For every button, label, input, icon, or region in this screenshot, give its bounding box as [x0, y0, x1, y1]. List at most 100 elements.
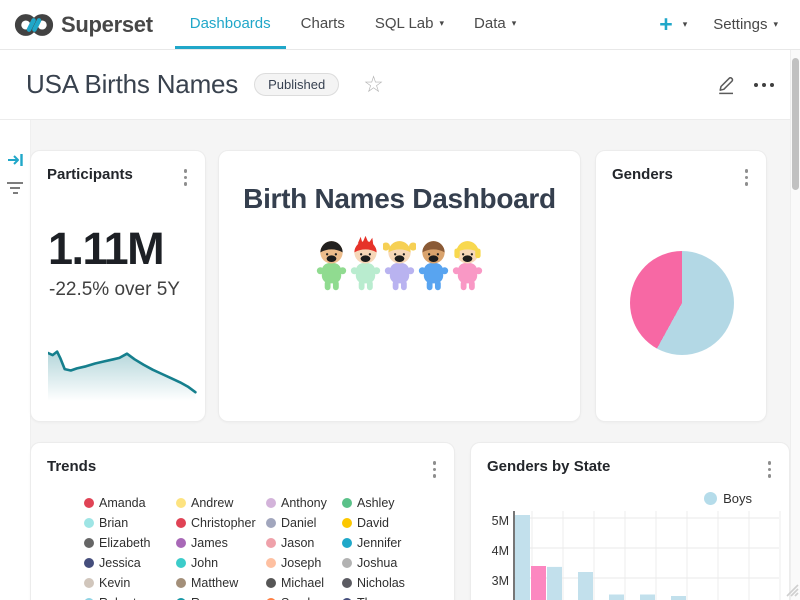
legend-item-kevin[interactable]: Kevin: [84, 576, 176, 590]
legend-dot: [176, 557, 186, 568]
kid-figure-1: [316, 241, 347, 291]
legend-item-brian[interactable]: Brian: [84, 516, 176, 530]
scrollbar-track[interactable]: [790, 50, 800, 600]
nav-item-label: SQL Lab: [374, 14, 434, 32]
legend-label: Joshua: [357, 555, 398, 570]
legend-item-michael[interactable]: Michael: [266, 576, 342, 590]
legend-item-joseph[interactable]: Joseph: [266, 556, 342, 570]
card-head: Genders: [596, 151, 766, 189]
legend-item-jennifer[interactable]: Jennifer: [342, 536, 454, 550]
filter-icon[interactable]: [7, 182, 23, 197]
legend-item-jessica[interactable]: Jessica: [84, 555, 176, 570]
legend-item-joshua[interactable]: Joshua: [342, 555, 454, 570]
legend-item-ryan[interactable]: Ryan: [176, 596, 266, 600]
caret-down-icon: ▾: [682, 19, 688, 29]
bar-boys[interactable]: [609, 594, 624, 600]
nav-item-data[interactable]: Data ▾: [459, 0, 531, 49]
legend-item-matthew[interactable]: Matthew: [176, 575, 266, 590]
kebab-menu-icon[interactable]: [180, 166, 192, 189]
legend-label: Ashley: [357, 495, 395, 510]
nav-item-label: Dashboards: [189, 14, 271, 32]
legend-item-james[interactable]: James: [176, 535, 266, 550]
bar-boys[interactable]: [640, 594, 655, 600]
legend-item-daniel[interactable]: Daniel: [266, 516, 342, 530]
bar-boys[interactable]: [547, 566, 562, 600]
legend-item-andrew[interactable]: Andrew: [176, 496, 266, 510]
expand-filters-icon[interactable]: [7, 152, 24, 168]
ellipsis-menu-button[interactable]: [754, 82, 774, 87]
settings-menu[interactable]: Settings ▾: [713, 16, 778, 33]
navbar: Superset Dashboards Charts SQL Lab ▾ Dat…: [0, 0, 800, 50]
markdown-heading: Birth Names Dashboard: [243, 183, 556, 214]
resize-handle-icon[interactable]: [783, 581, 799, 597]
legend-item-anthony[interactable]: Anthony: [266, 495, 342, 510]
edit-dashboard-button[interactable]: [716, 74, 736, 95]
y-tick-label: 5M: [492, 514, 509, 528]
nav-item-sql-lab[interactable]: SQL Lab ▾: [360, 0, 459, 49]
bar-boys[interactable]: [515, 515, 530, 600]
kid-figure-2: [350, 235, 381, 291]
legend-label: Jessica: [99, 555, 141, 570]
bar-girls[interactable]: [531, 566, 546, 600]
legend-dot: [176, 497, 186, 508]
favorite-star-icon[interactable]: ☆: [363, 71, 384, 97]
published-badge[interactable]: Published: [254, 73, 340, 96]
trend-line: [48, 350, 197, 394]
legend-label: David: [357, 515, 389, 530]
legend-item-ashley[interactable]: Ashley: [342, 495, 454, 510]
big-number: 1.11M: [48, 222, 165, 274]
legend-dot: [84, 597, 94, 600]
legend-dot: [84, 577, 94, 588]
legend-dot: [266, 557, 276, 568]
superset-logo[interactable]: Superset: [0, 0, 153, 49]
bar-boys[interactable]: [578, 572, 593, 600]
legend-label: Robert: [99, 596, 137, 600]
bar-boys[interactable]: [671, 596, 686, 600]
kebab-menu-icon[interactable]: [764, 458, 776, 481]
card-title: Genders: [612, 166, 673, 183]
kebab-menu-icon[interactable]: [429, 458, 441, 481]
y-tick-label: 4M: [492, 544, 509, 558]
legend-item-sarah[interactable]: Sarah: [266, 596, 342, 600]
legend-item-thomas[interactable]: Thomas: [342, 596, 454, 600]
trends-legend: Amanda Andrew Anthony Ashley Brian Christophe…: [84, 495, 454, 600]
card-trends: Trends Amanda Andrew Anthony Ashley Brian Chr…: [30, 442, 455, 600]
legend-item-christopher[interactable]: Christopher: [176, 516, 266, 530]
scrollbar-thumb[interactable]: [792, 58, 799, 190]
plus-icon: +: [659, 11, 673, 37]
bars: [515, 515, 686, 600]
card-title: Genders by State: [487, 458, 611, 475]
legend-dot: [342, 557, 352, 568]
legend-item-robert[interactable]: Robert: [84, 596, 176, 600]
legend-item-john[interactable]: John: [176, 556, 266, 570]
new-item-button[interactable]: + ▾: [659, 13, 687, 36]
nav-item-charts[interactable]: Charts: [286, 0, 360, 49]
dot: [754, 82, 758, 87]
legend-dot: [176, 597, 186, 600]
card-title: Trends: [47, 458, 97, 475]
legend-label: Elizabeth: [99, 535, 151, 550]
nav-item-dashboards[interactable]: Dashboards: [174, 0, 286, 49]
legend-label: Matthew: [191, 575, 239, 590]
legend-label: James: [191, 535, 228, 550]
legend-item-amanda[interactable]: Amanda: [84, 496, 176, 510]
legend-label: Anthony: [281, 495, 327, 510]
legend-dot: [342, 577, 352, 588]
legend-dot: [176, 577, 186, 588]
dashboard-title: USA Births Names: [26, 69, 239, 99]
nav-menu: Dashboards Charts SQL Lab ▾ Data ▾: [174, 0, 531, 49]
caret-down-icon: ▾: [511, 17, 517, 28]
legend-dot: [176, 537, 186, 548]
legend-item-boys[interactable]: Boys: [704, 491, 752, 506]
genders-by-state-bar-chart[interactable]: 5M 4M 3M: [481, 505, 781, 600]
legend-item-nicholas[interactable]: Nicholas: [342, 576, 454, 590]
kid-figure-3: [383, 241, 416, 291]
participants-trendline-chart[interactable]: [48, 343, 200, 401]
legend-dot: [84, 497, 94, 508]
kebab-menu-icon[interactable]: [741, 166, 753, 189]
area-fill: [48, 351, 196, 401]
legend-item-david[interactable]: David: [342, 515, 454, 530]
genders-pie-chart[interactable]: [630, 251, 734, 355]
legend-item-jason[interactable]: Jason: [266, 536, 342, 550]
legend-item-elizabeth[interactable]: Elizabeth: [84, 535, 176, 550]
